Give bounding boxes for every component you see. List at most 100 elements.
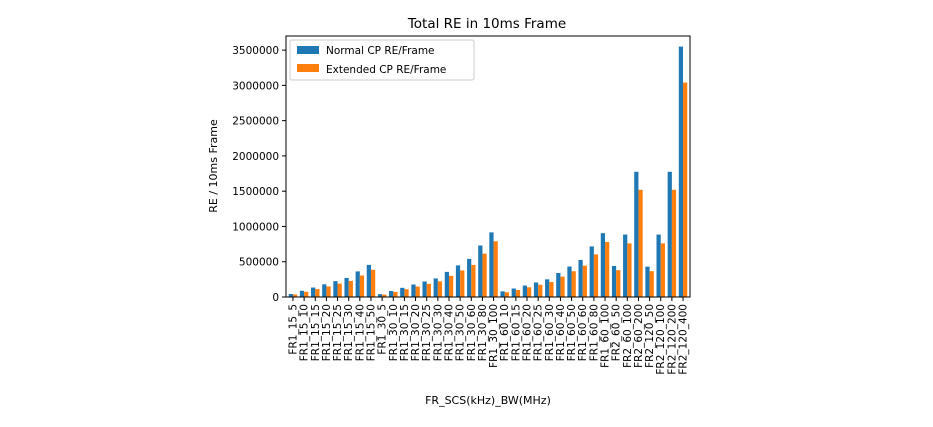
x-tick-label: FR1_60_60 — [577, 304, 589, 361]
bar-normal-cp-FR2_60_100 — [623, 234, 628, 297]
bar-extended-cp-FR1_15_40 — [359, 275, 365, 297]
bar-extended-cp-FR1_60_25 — [538, 284, 543, 297]
bar-extended-cp-FR2_60_100 — [627, 243, 632, 297]
x-tick-label: FR1_15_30 — [343, 304, 355, 361]
x-tick-label: FR1_30_20 — [410, 304, 422, 361]
bar-normal-cp-FR2_120_100 — [656, 234, 661, 297]
bars-layer — [288, 46, 688, 297]
bar-extended-cp-FR1_15_30 — [348, 280, 353, 297]
bar-extended-cp-FR2_60_200 — [638, 189, 643, 297]
x-tick-label: FR1_15_15 — [310, 304, 322, 361]
x-tick-label: FR1_30_80 — [477, 304, 489, 361]
bar-normal-cp-FR1_30_20 — [411, 284, 416, 297]
bar-extended-cp-FR2_120_50 — [649, 271, 654, 297]
bar-normal-cp-FR1_15_40 — [355, 271, 360, 297]
bar-normal-cp-FR1_30_15 — [400, 287, 405, 297]
y-tick-label: 3000000 — [232, 80, 279, 92]
bar-normal-cp-FR1_30_80 — [478, 245, 483, 297]
x-tick-label: FR1_30_25 — [421, 304, 433, 361]
y-tick-label: 2500000 — [232, 116, 279, 128]
bar-extended-cp-FR1_30_60 — [471, 264, 476, 297]
bar-normal-cp-FR2_120_400 — [678, 46, 684, 297]
bar-extended-cp-FR1_15_50 — [370, 269, 376, 297]
bar-extended-cp-FR1_30_20 — [415, 286, 420, 297]
bar-normal-cp-FR1_15_20 — [322, 284, 327, 297]
bar-normal-cp-FR1_60_40 — [556, 273, 561, 297]
x-tick-label: FR1_15_50 — [365, 304, 377, 361]
bar-normal-cp-FR1_60_25 — [533, 282, 539, 297]
x-tick-label: FR1_30_10 — [388, 304, 400, 361]
x-tick-label: FR1_60_25 — [533, 304, 545, 361]
x-tick-label: FR1_60_30 — [544, 304, 556, 361]
bar-extended-cp-FR2_120_200 — [671, 189, 677, 297]
bar-extended-cp-FR1_30_15 — [404, 289, 409, 297]
bar-extended-cp-FR1_30_40 — [448, 275, 454, 297]
x-tick-label: FR2_60_50 — [611, 304, 623, 361]
legend-swatch-extended-cp — [297, 64, 319, 72]
bar-normal-cp-FR1_30_60 — [467, 258, 472, 297]
legend: Normal CP RE/Frame Extended CP RE/Frame — [289, 39, 475, 81]
x-tick-label: FR1_30_15 — [399, 304, 411, 361]
bar-normal-cp-FR1_30_40 — [444, 271, 449, 297]
bar-normal-cp-FR1_30_100 — [489, 232, 494, 297]
bar-normal-cp-FR1_30_30 — [433, 278, 438, 297]
bar-normal-cp-FR1_60_10 — [500, 291, 505, 297]
bar-normal-cp-FR1_15_30 — [344, 277, 349, 297]
bar-normal-cp-FR1_15_10 — [299, 290, 305, 297]
x-tick-label: FR1_60_15 — [510, 304, 522, 361]
bar-extended-cp-FR1_15_25 — [337, 283, 342, 297]
bar-extended-cp-FR1_15_10 — [304, 291, 309, 297]
bar-normal-cp-FR1_30_5 — [377, 294, 383, 297]
x-tick-label: FR1_60_10 — [499, 304, 511, 361]
chart-title: Total RE in 10ms Frame — [407, 16, 566, 32]
bar-extended-cp-FR1_60_80 — [593, 254, 599, 297]
x-axis: FR1_15_5 FR1_15_10 FR1_15_15 FR1_15_20 FR1_1… — [287, 297, 690, 375]
y-tick-label: 500000 — [239, 257, 279, 269]
x-tick-label: FR1_60_20 — [522, 304, 534, 361]
y-tick-label: 1000000 — [232, 221, 279, 233]
x-tick-label: FR1_30_100 — [488, 304, 500, 368]
bar-normal-cp-FR2_120_50 — [645, 266, 650, 297]
x-tick-label: FR1_30_60 — [466, 304, 478, 361]
bar-extended-cp-FR1_30_10 — [393, 291, 398, 297]
bar-extended-cp-FR1_30_5 — [382, 294, 387, 297]
y-axis-label: RE / 10ms Frame — [207, 119, 220, 213]
x-tick-label: FR2_120_400 — [678, 304, 690, 375]
bar-extended-cp-FR1_60_10 — [504, 292, 509, 297]
bar-normal-cp-FR1_60_60 — [578, 259, 583, 297]
bar-extended-cp-FR1_15_5 — [292, 294, 298, 297]
bar-extended-cp-FR1_30_80 — [482, 253, 487, 297]
x-tick-label: FR1_30_50 — [455, 304, 467, 361]
bar-normal-cp-FR1_30_25 — [422, 281, 427, 297]
bar-extended-cp-FR1_60_60 — [582, 265, 587, 297]
x-tick-label: FR2_60_100 — [622, 304, 634, 368]
x-tick-label: FR2_120_100 — [655, 304, 667, 375]
bar-extended-cp-FR1_60_30 — [549, 282, 554, 297]
x-tick-label: FR1_30_30 — [432, 304, 444, 361]
x-tick-label: FR1_30_5 — [377, 304, 389, 355]
x-tick-label: FR1_60_80 — [588, 304, 600, 361]
y-tick-label: 0 — [272, 292, 279, 304]
bar-extended-cp-FR1_60_40 — [560, 276, 565, 297]
bar-normal-cp-FR1_15_15 — [311, 287, 316, 297]
x-tick-label: FR2_120_50 — [644, 304, 656, 368]
x-tick-label: FR2_60_200 — [633, 304, 645, 368]
bar-normal-cp-FR1_60_80 — [589, 246, 594, 297]
bar-normal-cp-FR1_15_5 — [288, 294, 293, 297]
y-axis: 0 500000 1000000 1500000 2000000 2500000 30000… — [232, 45, 286, 304]
y-tick-label: 2000000 — [232, 151, 279, 163]
x-tick-label: FR1_60_50 — [566, 304, 578, 361]
x-tick-label: FR1_60_40 — [555, 304, 567, 361]
x-tick-label: FR2_120_200 — [666, 304, 678, 375]
x-tick-label: FR1_15_40 — [354, 304, 366, 361]
bar-normal-cp-FR1_30_10 — [389, 291, 394, 297]
bar-normal-cp-FR1_60_30 — [545, 279, 550, 297]
x-tick-label: FR1_15_5 — [287, 304, 299, 355]
bar-extended-cp-FR1_30_30 — [437, 281, 443, 297]
bar-normal-cp-FR2_120_200 — [667, 171, 672, 297]
bar-normal-cp-FR2_60_200 — [634, 171, 639, 297]
bar-normal-cp-FR1_60_15 — [511, 288, 516, 297]
bar-extended-cp-FR1_60_50 — [571, 271, 576, 297]
legend-label-normal-cp: Normal CP RE/Frame — [326, 45, 435, 57]
